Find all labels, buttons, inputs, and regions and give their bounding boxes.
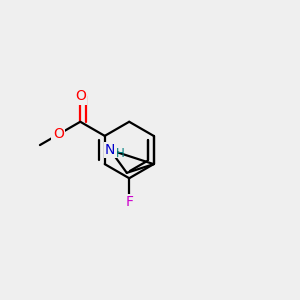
Text: H: H bbox=[116, 147, 125, 160]
Text: O: O bbox=[53, 128, 64, 142]
Text: O: O bbox=[75, 89, 86, 103]
Text: F: F bbox=[125, 195, 133, 209]
Text: N: N bbox=[105, 143, 116, 157]
